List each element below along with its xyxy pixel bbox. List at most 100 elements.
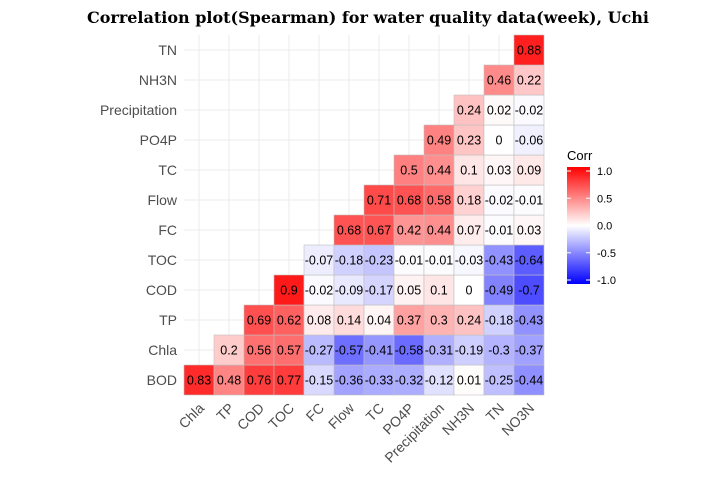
cell-value-label: 0.08 [307, 314, 331, 328]
heatmap-cell [513, 64, 545, 96]
heatmap-cell [273, 274, 305, 306]
cell-value-label: -0.32 [395, 374, 424, 388]
cell-value-label: -0.23 [365, 254, 394, 268]
heatmap-cell [303, 304, 335, 336]
heatmap-cell [513, 184, 545, 216]
heatmap-cell [363, 304, 395, 336]
cell-value-label: 0.49 [427, 134, 451, 148]
cell-value-label: 0.09 [517, 164, 541, 178]
cell-value-label: 0.05 [397, 284, 421, 298]
cell-value-label: -0.09 [335, 284, 364, 298]
legend-tick-label: -1.0 [597, 275, 616, 287]
cell-value-label: 0.88 [517, 44, 541, 58]
cell-value-label: -0.3 [488, 344, 510, 358]
heatmap-cell [273, 334, 305, 366]
heatmap-cell [393, 274, 425, 306]
heatmap-cell [363, 184, 395, 216]
cell-value-label: 0.56 [247, 344, 271, 358]
heatmap-cell [363, 244, 395, 276]
cell-value-label: -0.58 [395, 344, 424, 358]
cell-value-label: 0.46 [487, 74, 511, 88]
y-tick-label: TN [158, 42, 177, 58]
heatmap-cells: 0.83 0.48 0.76 0.77 -0.15 -0.36 -0.33 -0.32 -0.1… [183, 34, 545, 396]
x-tick-label: COD [234, 400, 267, 433]
cell-value-label: -0.19 [455, 344, 484, 358]
cell-value-label: 0.1 [460, 164, 477, 178]
cell-value-label: -0.18 [485, 314, 514, 328]
cell-value-label: -0.25 [485, 374, 514, 388]
heatmap-cell [423, 364, 455, 396]
heatmap-cell [453, 244, 485, 276]
cell-value-label: 0.69 [247, 314, 271, 328]
y-tick-label: Chla [148, 342, 177, 358]
cell-value-label: 0.76 [247, 374, 271, 388]
cell-value-label: 0.62 [277, 314, 301, 328]
heatmap-cell [453, 304, 485, 336]
heatmap-cell [363, 364, 395, 396]
cell-value-label: 0.1 [430, 284, 447, 298]
cell-value-label: 0.5 [400, 164, 417, 178]
legend-tick-label: 1.0 [597, 166, 612, 178]
heatmap-cell [213, 364, 245, 396]
x-tick-label: Flow [325, 399, 358, 432]
legend-tick-label: -0.5 [597, 248, 616, 260]
y-tick-label: BOD [147, 372, 177, 388]
cell-value-label: -0.03 [455, 254, 484, 268]
heatmap-cell [303, 244, 335, 276]
heatmap-cell [393, 364, 425, 396]
heatmap-cell [213, 334, 245, 366]
heatmap-cell [423, 274, 455, 306]
heatmap-cell [363, 274, 395, 306]
heatmap-cell [513, 244, 545, 276]
heatmap-cell [453, 364, 485, 396]
cell-value-label: -0.43 [485, 254, 514, 268]
cell-value-label: -0.43 [515, 314, 544, 328]
cell-value-label: -0.02 [305, 284, 334, 298]
heatmap-cell [513, 274, 545, 306]
cell-value-label: -0.18 [335, 254, 364, 268]
cell-value-label: 0.67 [367, 224, 391, 238]
x-tick-label: TP [213, 400, 237, 424]
cell-value-label: 0.57 [277, 344, 301, 358]
y-tick-label: Precipitation [100, 102, 177, 118]
heatmap-cell [393, 244, 425, 276]
cell-value-label: 0.9 [280, 284, 297, 298]
cell-value-label: -0.15 [305, 374, 334, 388]
heatmap-cell [483, 304, 515, 336]
legend-title: Corr [567, 148, 593, 163]
color-legend: Corr 1.0 0.5 0.0 -0.5 -1.0 [567, 148, 616, 287]
heatmap-cell [513, 214, 545, 246]
cell-value-label: 0.03 [517, 224, 541, 238]
legend-tick-label: 0.0 [597, 221, 612, 233]
heatmap-cell [513, 304, 545, 336]
y-tick-label: PO4P [140, 132, 177, 148]
x-tick-label: TOC [265, 400, 297, 432]
heatmap-cell [513, 94, 545, 126]
y-tick-label: FC [158, 222, 177, 238]
heatmap-cell [393, 334, 425, 366]
heatmap-cell [393, 154, 425, 186]
cell-value-label: 0 [496, 134, 503, 148]
x-tick-label: FC [303, 400, 328, 425]
y-tick-label: Flow [147, 192, 177, 208]
cell-value-label: -0.36 [335, 374, 364, 388]
cell-value-label: 0.04 [367, 314, 391, 328]
cell-value-label: 0.18 [457, 194, 481, 208]
heatmap-cell [483, 184, 515, 216]
cell-value-label: -0.64 [515, 254, 544, 268]
cell-value-label: -0.12 [425, 374, 454, 388]
y-tick-label: TP [159, 312, 177, 328]
cell-value-label: 0.07 [457, 224, 481, 238]
cell-value-label: 0.83 [187, 374, 211, 388]
heatmap-cell [423, 334, 455, 366]
heatmap-cell [423, 304, 455, 336]
heatmap-cell [453, 214, 485, 246]
heatmap-cell [303, 274, 335, 306]
heatmap-cell [513, 364, 545, 396]
cell-value-label: -0.41 [365, 344, 394, 358]
cell-value-label: -0.01 [425, 254, 454, 268]
cell-value-label: 0.58 [427, 194, 451, 208]
cell-value-label: -0.07 [305, 254, 334, 268]
heatmap-cell [483, 274, 515, 306]
